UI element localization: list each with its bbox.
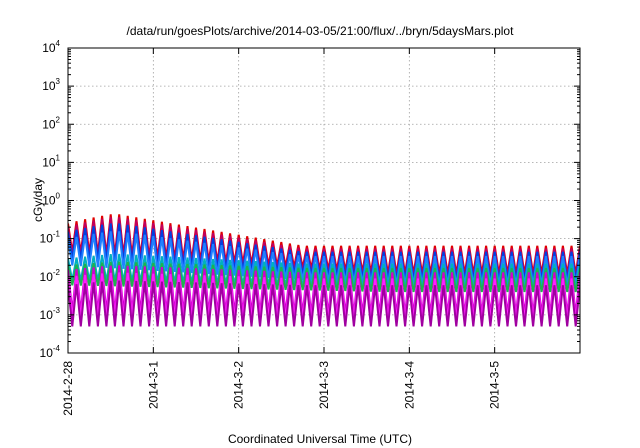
series-layer — [68, 214, 580, 327]
x-tick-label: 2014-3-1 — [146, 361, 160, 409]
y-tick-label: 10-3 — [40, 306, 61, 322]
plot-frame — [67, 47, 581, 354]
series-line-1 — [68, 217, 580, 277]
y-tick-label: 100 — [42, 192, 60, 208]
x-tick-label: 2014-3-5 — [488, 361, 502, 409]
y-axis-label: cGy/day — [31, 178, 45, 222]
series-line-4 — [68, 253, 580, 289]
series-line-3 — [68, 231, 580, 286]
x-tick-label: 2014-3-4 — [402, 361, 416, 409]
y-tick-label: 10-2 — [40, 268, 61, 284]
x-tick-label: 2014-3-3 — [317, 361, 331, 409]
y-tick-label: 101 — [42, 153, 60, 169]
series-line-6 — [68, 265, 580, 316]
axis-layer: 10-4 10-3 10-2 10-1 100 101 102 103 104 2014-2-28… — [40, 39, 581, 416]
x-axis-label: Coordinated Universal Time (UTC) — [228, 432, 412, 446]
series-line-2 — [68, 223, 580, 281]
y-tick-label: 102 — [42, 115, 60, 131]
y-tick-label: 10-1 — [40, 230, 61, 246]
series-line-0 — [68, 214, 580, 274]
chart-title: /data/run/goesPlots/archive/2014-03-05/2… — [127, 24, 515, 38]
series-line-5 — [68, 261, 580, 293]
x-tick-label: 2014-3-2 — [232, 361, 246, 409]
y-tick-label: 103 — [42, 77, 60, 93]
y-tick-label: 104 — [42, 39, 60, 55]
series-line-7 — [68, 272, 580, 321]
series-line-8 — [68, 280, 580, 327]
y-tick-label: 10-4 — [40, 344, 61, 360]
grid-layer — [68, 48, 580, 353]
x-tick-label: 2014-2-28 — [61, 361, 75, 416]
